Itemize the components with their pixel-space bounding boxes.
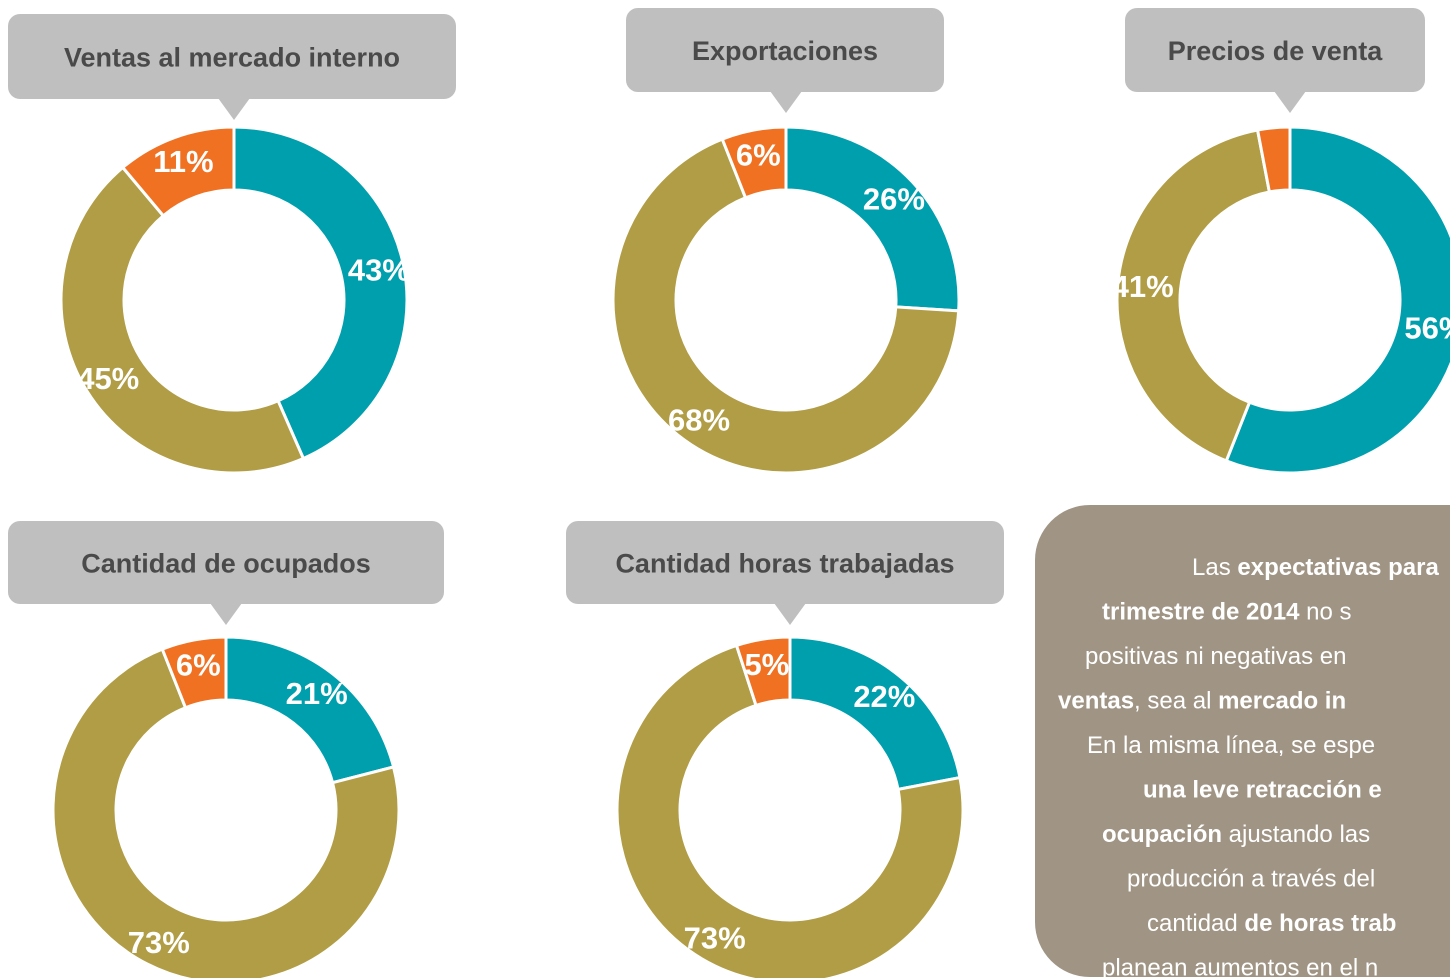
donut-segment <box>232 125 409 461</box>
note-line: ventas, sea al mercado in <box>1058 688 1346 715</box>
donut-segment <box>51 647 401 978</box>
donut-segment <box>59 165 306 475</box>
note-run: Las <box>1192 554 1237 581</box>
note-line: En la misma línea, se espe <box>1087 732 1375 759</box>
value-label: 21% <box>286 676 348 711</box>
value-label: 68% <box>668 403 730 438</box>
title-pointer <box>774 603 806 625</box>
chart-title: Exportaciones <box>692 36 878 66</box>
note-run: mercado in <box>1218 688 1346 715</box>
title-bubble <box>8 14 456 99</box>
value-label: 5% <box>744 647 789 682</box>
note-line: Las expectativas para <box>1192 554 1439 581</box>
title-pointer <box>1274 91 1306 113</box>
title-bubble <box>8 521 444 604</box>
note-run: , sea al <box>1134 688 1218 715</box>
value-label: 11% <box>153 144 213 179</box>
donut-segment <box>1224 125 1450 475</box>
donut-segment <box>720 125 788 200</box>
note-line: positivas ni negativas en <box>1085 643 1347 670</box>
note-line: cantidad de horas trab <box>1147 910 1396 937</box>
donut-segment <box>784 125 961 313</box>
title-bubble <box>1125 8 1425 92</box>
note-run: En la misma línea, se espe <box>1087 732 1375 759</box>
note-run: expectativas para <box>1237 554 1439 581</box>
chart-title: Precios de venta <box>1168 36 1384 66</box>
value-label: 73% <box>128 925 190 960</box>
note-line: planean aumentos en el n <box>1102 955 1378 978</box>
note-line: una leve retracción e <box>1143 777 1382 804</box>
value-label: 41% <box>1112 269 1174 304</box>
value-label: 22% <box>853 679 915 714</box>
note-run: de horas trab <box>1244 910 1396 937</box>
note-line: trimestre de 2014 no s <box>1102 599 1351 626</box>
donut-segment <box>611 137 961 475</box>
value-label: 26% <box>863 182 925 217</box>
note-run: trimestre de 2014 <box>1102 599 1300 626</box>
note-run: planean aumentos en el n <box>1102 955 1378 978</box>
title-bubble <box>566 521 1004 604</box>
title-bubble <box>626 8 944 92</box>
title-pointer <box>210 603 242 625</box>
note-run: no s <box>1299 599 1351 626</box>
chart-title: Cantidad horas trabajadas <box>615 549 954 579</box>
value-label: 43% <box>348 253 410 288</box>
note-box <box>1035 505 1450 977</box>
note-run: positivas ni negativas en <box>1085 643 1347 670</box>
note-run: cantidad <box>1147 910 1244 937</box>
note-run: ocupación <box>1102 821 1222 848</box>
chart-title: Cantidad de ocupados <box>81 549 371 579</box>
value-label: 6% <box>736 138 781 173</box>
donut-segment <box>120 125 236 218</box>
title-pointer <box>218 98 250 120</box>
note-run: ventas <box>1058 688 1134 715</box>
title-pointer <box>770 91 802 113</box>
donut-segment <box>160 635 228 710</box>
donut-segment <box>1255 125 1292 194</box>
value-label: 73% <box>684 920 746 955</box>
value-label: 45% <box>77 361 139 396</box>
note-run: producción a través del <box>1127 866 1375 893</box>
chart-title: Ventas al mercado interno <box>64 43 400 73</box>
value-label: 6% <box>176 648 221 683</box>
note-line: ocupación ajustando las <box>1102 821 1370 848</box>
note-line: producción a través del <box>1127 866 1375 893</box>
donut-segment <box>734 635 792 708</box>
value-label: 56% <box>1404 311 1450 346</box>
donut-segment <box>615 643 965 978</box>
note-run: ajustando las <box>1222 821 1370 848</box>
note-run: una leve retracción e <box>1143 777 1382 804</box>
donut-segment <box>1115 128 1272 463</box>
